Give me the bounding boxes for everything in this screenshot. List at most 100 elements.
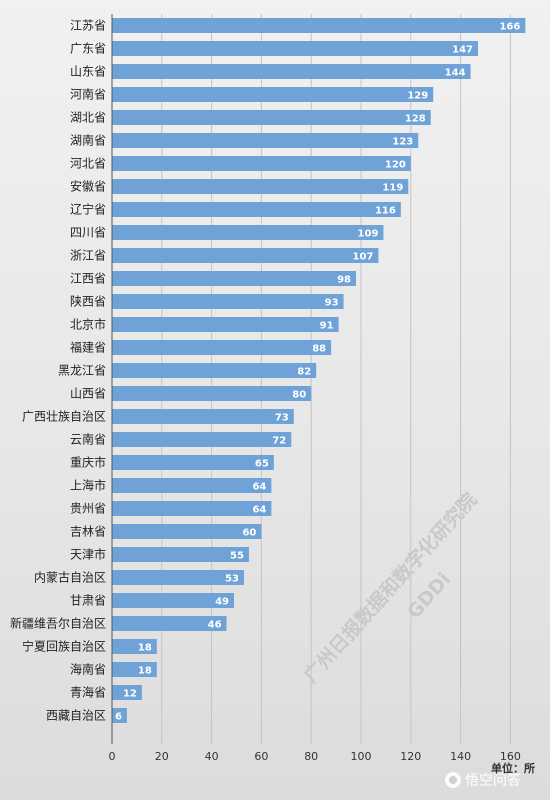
data-label: 120: [385, 160, 406, 171]
bar: [112, 501, 272, 516]
category-label: 黑龙江省: [58, 364, 106, 378]
category-label: 贵州省: [70, 502, 106, 516]
bar: [112, 639, 157, 654]
bar: [112, 340, 332, 355]
bar: [112, 156, 411, 171]
data-label: 98: [337, 275, 351, 286]
data-label: 107: [353, 252, 374, 263]
category-label: 广东省: [70, 42, 106, 56]
bar: [112, 317, 339, 332]
data-label: 6: [115, 712, 122, 723]
x-tick-label: 0: [109, 750, 116, 763]
x-tick-label: 20: [155, 750, 169, 763]
footer-brand: 悟空问答: [465, 772, 521, 789]
bar: [112, 18, 526, 33]
data-label: 82: [297, 367, 311, 378]
category-label: 四川省: [70, 226, 106, 240]
category-label: 广西壮族自治区: [22, 410, 106, 424]
category-label: 福建省: [70, 340, 106, 355]
category-label: 海南省: [70, 662, 106, 677]
watermark-line-1: 广州日报数据和数字化研究院: [299, 488, 481, 687]
data-label: 109: [358, 229, 379, 240]
bar: [112, 64, 471, 79]
data-label: 64: [252, 482, 266, 493]
category-label: 上海市: [70, 478, 106, 493]
bar: [112, 616, 227, 631]
x-tick-label: 40: [205, 750, 219, 763]
data-label: 144: [445, 68, 466, 79]
data-label: 55: [230, 551, 244, 562]
data-label: 128: [405, 114, 426, 125]
x-tick-label: 100: [351, 750, 372, 763]
x-tick-label: 160: [500, 750, 521, 763]
data-label: 116: [375, 206, 396, 217]
category-label: 辽宁省: [70, 202, 106, 217]
data-label: 93: [325, 298, 339, 309]
data-label: 12: [123, 689, 137, 700]
category-label: 江西省: [70, 272, 106, 286]
bar: [112, 524, 262, 539]
data-label: 60: [242, 528, 256, 539]
data-label: 65: [255, 459, 269, 470]
x-tick-label: 120: [400, 750, 421, 763]
bar: [112, 179, 409, 194]
bar: [112, 248, 379, 263]
bar: [112, 133, 419, 148]
bar: [112, 593, 235, 608]
category-label: 山东省: [70, 65, 106, 79]
bar: [112, 363, 317, 378]
bar: [112, 455, 274, 470]
category-label: 湖北省: [70, 110, 106, 125]
data-label: 88: [312, 344, 326, 355]
category-label: 西藏自治区: [46, 709, 106, 723]
category-label: 云南省: [70, 432, 106, 447]
data-label: 53: [225, 574, 239, 585]
bar: [112, 271, 357, 286]
data-label: 72: [272, 436, 286, 447]
data-label: 147: [452, 45, 473, 56]
category-label: 宁夏回族自治区: [22, 639, 106, 654]
data-label: 123: [392, 137, 413, 148]
data-label: 91: [320, 321, 334, 332]
category-label: 安徽省: [70, 179, 106, 194]
x-tick-label: 80: [304, 750, 318, 763]
x-tick-label: 140: [450, 750, 471, 763]
category-label: 湖南省: [70, 133, 106, 148]
bar: [112, 225, 384, 240]
bar: [112, 432, 292, 447]
bar: [112, 547, 249, 562]
category-label: 北京市: [70, 317, 106, 332]
bar: [112, 570, 244, 585]
data-label: 119: [382, 183, 403, 194]
data-label: 80: [292, 390, 306, 401]
bar: [112, 708, 127, 723]
bar: [112, 662, 157, 677]
bar: [112, 41, 479, 56]
data-label: 18: [138, 666, 152, 677]
unit-label: 单位：所: [491, 761, 535, 775]
data-label: 18: [138, 643, 152, 654]
data-label: 46: [208, 620, 222, 631]
footer-watermark: 悟空问答: [445, 772, 521, 789]
category-label: 吉林省: [70, 525, 106, 539]
watermark: 广州日报数据和数字化研究院 GDDi: [299, 488, 481, 687]
bars-layer: 江苏省 166 广东省 147 山东省 144 河南省 129 湖北省 128 湖南省 123 河北省 1…: [10, 18, 526, 723]
bar: [112, 202, 401, 217]
category-label: 河北省: [70, 157, 106, 171]
category-label: 陕西省: [70, 294, 106, 309]
data-label: 129: [407, 91, 428, 102]
category-label: 内蒙古自治区: [34, 570, 106, 585]
x-tick-label: 60: [254, 750, 268, 763]
category-label: 浙江省: [70, 249, 106, 263]
category-label: 天津市: [70, 547, 106, 562]
category-label: 江苏省: [70, 19, 106, 33]
bar: [112, 87, 434, 102]
category-label: 甘肃省: [70, 594, 106, 608]
category-label: 重庆市: [70, 455, 106, 470]
data-label: 73: [275, 413, 289, 424]
data-label: 64: [252, 505, 266, 516]
bar: [112, 685, 142, 700]
data-label: 166: [499, 22, 520, 33]
